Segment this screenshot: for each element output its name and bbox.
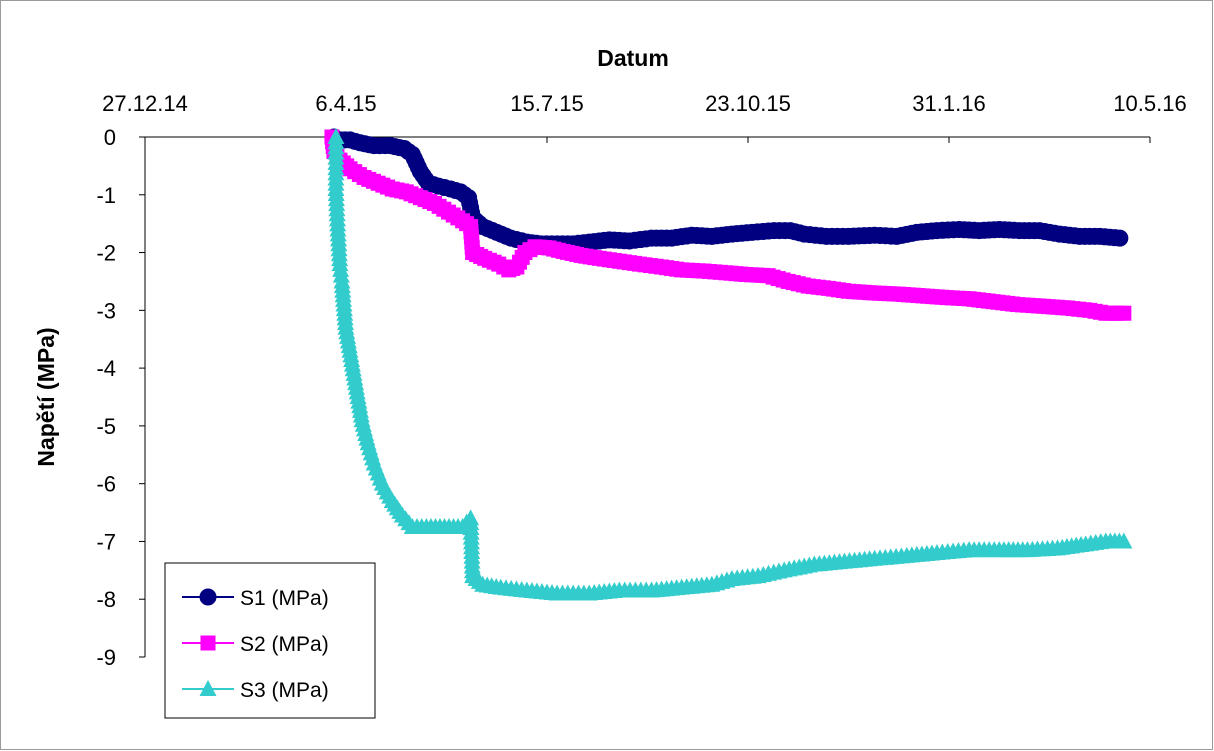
x-tick-label: 10.5.16 (1113, 91, 1186, 116)
y-ticks: 0 -1 -2 -3 -4 -5 -6 -7 -8 -9 (96, 125, 145, 670)
y-tick-label: -2 (96, 241, 116, 266)
axes (144, 136, 1150, 657)
series-layer (324, 128, 1133, 601)
x-tick-label: 31.1.16 (912, 91, 985, 116)
legend-marker (200, 635, 216, 651)
x-tick-label: 27.12.14 (102, 91, 188, 116)
y-tick-label: -5 (96, 414, 116, 439)
data-point (1116, 305, 1132, 321)
y-tick-label: -7 (96, 529, 116, 554)
y-tick-label: -9 (96, 645, 116, 670)
legend-label: S2 (MPa) (240, 633, 329, 656)
x-tick-label: 6.4.15 (315, 91, 376, 116)
y-tick-label: -1 (96, 183, 116, 208)
series-2 (324, 129, 1132, 321)
x-ticks: 27.12.14 6.4.15 15.7.15 23.10.15 31.1.16 10.5… (102, 91, 1187, 143)
x-tick-label: 23.10.15 (705, 91, 791, 116)
legend-label: S1 (MPa) (240, 587, 329, 610)
y-tick-label: -8 (96, 587, 116, 612)
series-1 (325, 128, 1129, 253)
y-tick-label: -6 (96, 472, 116, 497)
legend-marker (199, 588, 217, 606)
legend-marker (199, 680, 217, 696)
legend-item: S3 (MPa) (182, 679, 329, 702)
y-tick-label: -3 (96, 298, 116, 323)
series-3 (327, 128, 1133, 601)
x-tick-label: 15.7.15 (510, 91, 583, 116)
y-tick-label: -4 (96, 356, 116, 381)
data-point (1115, 532, 1133, 549)
y-axis-title: Napětí (MPa) (33, 327, 59, 466)
legend-item: S2 (MPa) (182, 633, 329, 656)
y-tick-label: 0 (104, 125, 116, 150)
data-point (1111, 229, 1129, 247)
x-axis-title: Datum (597, 45, 669, 71)
legend-label: S3 (MPa) (240, 679, 329, 702)
legend: S1 (MPa) S2 (MPa) S3 (MPa) (164, 562, 376, 719)
legend-box (164, 562, 376, 719)
legend-item: S1 (MPa) (182, 587, 329, 610)
